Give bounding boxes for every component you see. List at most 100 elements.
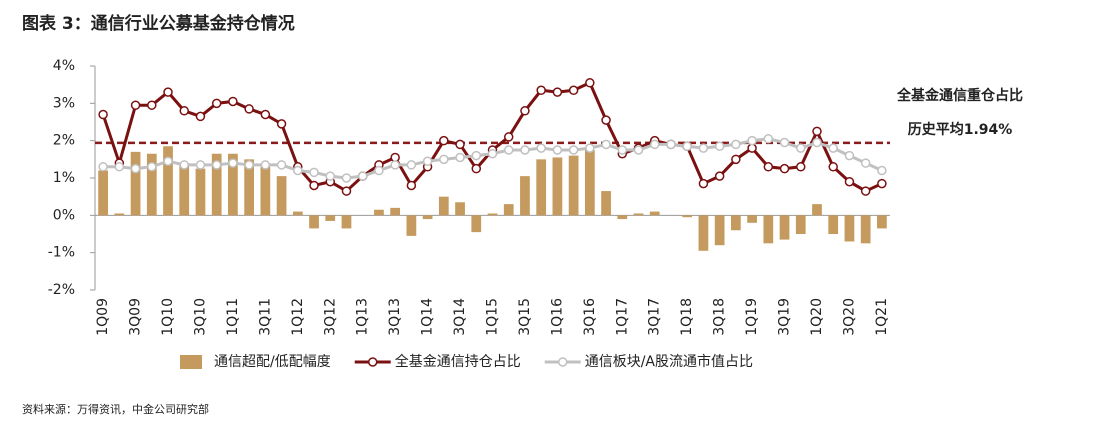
x-tick-label: 3Q18	[712, 298, 728, 336]
bar	[714, 215, 725, 246]
marker	[228, 96, 238, 107]
marker	[568, 145, 579, 155]
bar	[698, 215, 709, 251]
marker	[520, 145, 530, 155]
bar	[552, 157, 563, 216]
marker	[536, 85, 546, 96]
marker	[455, 139, 465, 150]
bar	[114, 213, 125, 216]
marker	[374, 165, 384, 176]
bar	[633, 213, 644, 216]
marker	[147, 162, 157, 172]
marker	[471, 150, 482, 161]
marker	[503, 145, 514, 155]
x-tick-label: 3Q10	[192, 298, 208, 336]
x-tick-label: 3Q17	[647, 298, 663, 336]
x-tick-label: 3Q13	[387, 298, 403, 336]
reference-label: 历史平均1.94%	[908, 121, 1013, 138]
legend-swatch	[367, 357, 378, 367]
marker	[714, 141, 725, 152]
marker	[731, 154, 741, 165]
bar	[747, 215, 757, 223]
chart-title: 图表 3：通信行业公募基金持仓情况	[22, 13, 295, 34]
legend-label: 通信板块/A股流通市值占比	[585, 353, 753, 370]
bar	[584, 150, 595, 216]
legend-swatch	[557, 357, 568, 367]
marker	[179, 160, 189, 170]
marker	[779, 137, 790, 148]
marker	[601, 115, 611, 125]
marker	[860, 186, 871, 196]
bar	[520, 176, 530, 216]
x-tick-label: 1Q17	[614, 298, 630, 336]
marker	[779, 163, 790, 174]
bar	[422, 215, 433, 220]
marker	[633, 145, 644, 155]
marker	[844, 176, 855, 187]
marker	[228, 158, 238, 168]
bar	[179, 163, 190, 216]
bar	[487, 213, 498, 216]
bar	[341, 215, 352, 229]
marker	[244, 104, 254, 114]
marker	[114, 162, 125, 172]
bar	[568, 155, 579, 216]
marker	[536, 143, 546, 153]
marker	[179, 106, 189, 116]
x-tick-label: 1Q09	[95, 298, 111, 336]
y-tick-label: 2%	[53, 133, 75, 149]
bar	[617, 215, 628, 220]
marker	[276, 160, 287, 170]
marker	[439, 135, 449, 146]
marker	[877, 165, 887, 176]
marker	[568, 85, 579, 96]
x-tick-label: 1Q18	[679, 298, 695, 336]
x-tick-label: 1Q14	[420, 298, 436, 336]
marker	[163, 156, 173, 166]
bar	[438, 196, 449, 216]
x-tick-label: 1Q12	[290, 298, 306, 336]
marker	[747, 135, 757, 146]
marker	[309, 167, 319, 178]
bar	[98, 170, 108, 216]
legend-label: 通信超配/低配幅度	[214, 354, 331, 370]
x-tick-label: 1Q19	[744, 298, 760, 336]
x-tick-label: 1Q16	[549, 298, 565, 336]
bar	[763, 215, 774, 244]
x-tick-label: 3Q16	[582, 298, 598, 336]
bar	[276, 176, 287, 216]
marker	[796, 162, 806, 172]
marker	[731, 139, 741, 150]
x-tick-label: 3Q09	[128, 298, 144, 336]
bar	[795, 215, 806, 234]
marker	[98, 109, 108, 120]
bar	[828, 215, 839, 234]
marker	[487, 148, 498, 159]
marker	[503, 132, 514, 142]
marker	[812, 137, 822, 148]
marker	[682, 141, 692, 152]
marker	[260, 109, 271, 120]
bar	[292, 211, 303, 216]
bar	[503, 204, 514, 216]
marker	[147, 100, 157, 110]
marker	[390, 160, 400, 170]
marker	[812, 126, 822, 137]
marker	[828, 143, 838, 153]
annotation: 全基金通信重仓占比	[896, 87, 1023, 104]
y-tick-label: 0%	[53, 207, 75, 223]
marker	[796, 143, 806, 153]
marker	[130, 100, 141, 110]
marker	[698, 143, 709, 153]
marker	[293, 165, 303, 176]
x-tick-label: 1Q20	[809, 298, 825, 336]
marker	[552, 145, 563, 155]
marker	[666, 139, 676, 150]
bar	[244, 159, 254, 216]
marker	[698, 178, 709, 189]
marker	[195, 160, 206, 170]
bar	[325, 215, 336, 221]
legend-label: 全基金通信持仓占比	[395, 353, 521, 370]
marker	[844, 150, 855, 161]
marker	[471, 163, 482, 174]
